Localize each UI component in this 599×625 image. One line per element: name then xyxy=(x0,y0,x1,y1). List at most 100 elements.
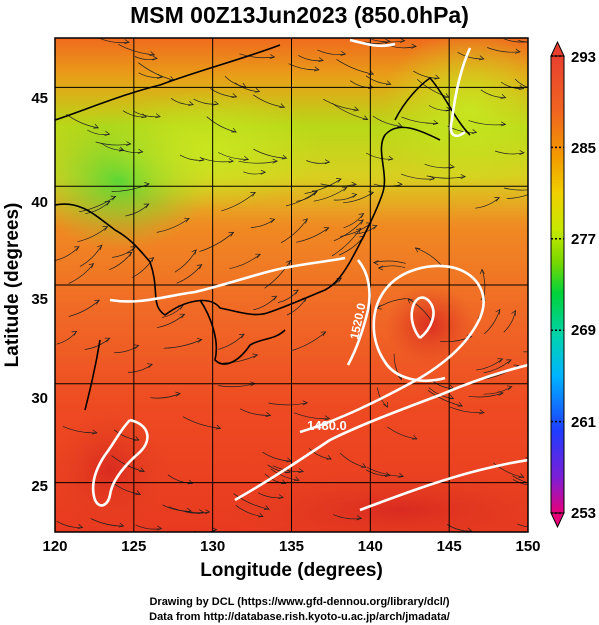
streamline-arrowhead xyxy=(335,178,342,183)
streamline-arrowhead xyxy=(228,231,235,237)
streamline-arrowhead xyxy=(149,51,156,57)
streamline xyxy=(476,358,503,371)
streamline-arrowhead xyxy=(532,190,537,194)
streamline xyxy=(483,386,512,395)
streamline-arrowhead xyxy=(320,331,327,337)
colorbar-top-arrow xyxy=(550,40,565,57)
streamline xyxy=(98,38,130,44)
streamline xyxy=(504,38,528,43)
streamline-arrowhead xyxy=(257,512,264,518)
streamline xyxy=(475,197,500,209)
colorbar-tick-label: 253 xyxy=(571,505,596,522)
streamline xyxy=(493,462,524,478)
streamline xyxy=(79,245,103,267)
streamline-arrowhead xyxy=(506,359,512,365)
streamline-arrowhead xyxy=(147,363,153,369)
streamline-arrowhead xyxy=(411,434,418,440)
streamline xyxy=(514,78,528,88)
streamline xyxy=(296,227,330,243)
streamline xyxy=(401,116,438,124)
streamline xyxy=(235,505,264,517)
streamline-arrowhead xyxy=(460,174,467,180)
map-title: MSM 00Z13Jun2023 (850.0hPa) xyxy=(130,2,469,28)
streamline-arrowhead xyxy=(184,217,190,223)
streamline-arrowhead xyxy=(196,337,203,343)
streamline xyxy=(298,55,324,62)
streamline xyxy=(109,251,133,271)
streamline-arrowhead xyxy=(155,113,161,119)
streamline-arrowhead xyxy=(358,219,364,225)
streamline-arrowhead xyxy=(254,87,261,93)
streamline xyxy=(291,331,326,351)
streamline-arrowhead xyxy=(518,473,525,478)
colorbar-tick-label: 285 xyxy=(571,140,596,157)
streamline xyxy=(407,298,432,322)
streamline-arrowhead xyxy=(265,412,272,417)
streamline xyxy=(280,218,308,244)
streamline xyxy=(250,218,275,228)
streamline-arrowhead xyxy=(358,213,365,219)
streamline-arrowhead xyxy=(269,54,276,60)
streamline-arrowhead xyxy=(478,55,485,61)
streamline xyxy=(304,178,342,194)
streamline xyxy=(503,310,516,333)
streamline xyxy=(293,412,330,420)
streamline-arrowhead xyxy=(429,175,435,181)
data-credit: Data from http://database.rish.kyoto-u.a… xyxy=(149,611,450,623)
streamline xyxy=(218,383,255,388)
streamline xyxy=(100,142,124,151)
streamline xyxy=(221,192,256,212)
streamline xyxy=(68,263,94,284)
y-tick-label: 25 xyxy=(31,478,48,495)
streamline-arrowhead xyxy=(143,203,150,209)
streamline-arrowhead xyxy=(537,482,542,486)
streamline xyxy=(222,354,258,364)
streamline xyxy=(378,265,406,269)
streamline xyxy=(268,402,308,406)
streamline xyxy=(371,39,405,43)
streamline-arrowhead xyxy=(231,127,237,133)
streamline-arrowhead xyxy=(387,155,394,161)
streamline-arrowhead xyxy=(311,190,318,196)
streamline xyxy=(125,203,150,217)
streamline xyxy=(272,465,304,472)
streamline-arrowhead xyxy=(533,482,538,486)
streamline-arrowhead xyxy=(215,424,222,430)
streamline-arrowhead xyxy=(263,505,270,510)
streamline-arrowhead xyxy=(471,129,478,135)
streamline-arrowhead xyxy=(399,38,406,44)
streamline-arrowhead xyxy=(191,249,197,255)
streamline-arrowhead xyxy=(411,43,417,49)
streamline xyxy=(427,390,463,407)
streamline xyxy=(79,196,116,213)
streamline-arrowhead xyxy=(269,218,276,223)
streamline-arrowhead xyxy=(130,246,137,252)
streamline-arrowhead xyxy=(500,121,507,127)
streamline-arrowhead xyxy=(239,333,245,339)
streamline xyxy=(343,192,374,204)
streamline-arrowhead xyxy=(293,476,300,482)
y-tick-label: 35 xyxy=(31,291,48,308)
streamline-arrowhead xyxy=(445,106,452,112)
streamline xyxy=(118,43,155,56)
streamline-arrowhead xyxy=(448,394,455,400)
streamline xyxy=(90,518,124,527)
colorbar-bar xyxy=(550,55,565,514)
streamline-arrowhead xyxy=(280,479,287,485)
streamline-arrowhead xyxy=(255,253,261,259)
streamline-arrowhead xyxy=(494,197,501,202)
streamline xyxy=(252,94,285,108)
streamline-arrowhead xyxy=(228,158,235,164)
streamline-arrowhead xyxy=(449,164,456,170)
streamline-arrowhead xyxy=(118,522,125,528)
streamline xyxy=(376,298,407,309)
streamline xyxy=(426,175,466,179)
colorbar-tick-label: 293 xyxy=(571,49,596,66)
streamline xyxy=(484,309,501,335)
streamline-arrowhead xyxy=(495,308,501,315)
streamline-arrowhead xyxy=(385,472,391,477)
streamline-arrowhead xyxy=(133,344,140,350)
streamline xyxy=(156,313,185,329)
streamline-arrowhead xyxy=(139,467,145,472)
streamline xyxy=(163,339,202,349)
